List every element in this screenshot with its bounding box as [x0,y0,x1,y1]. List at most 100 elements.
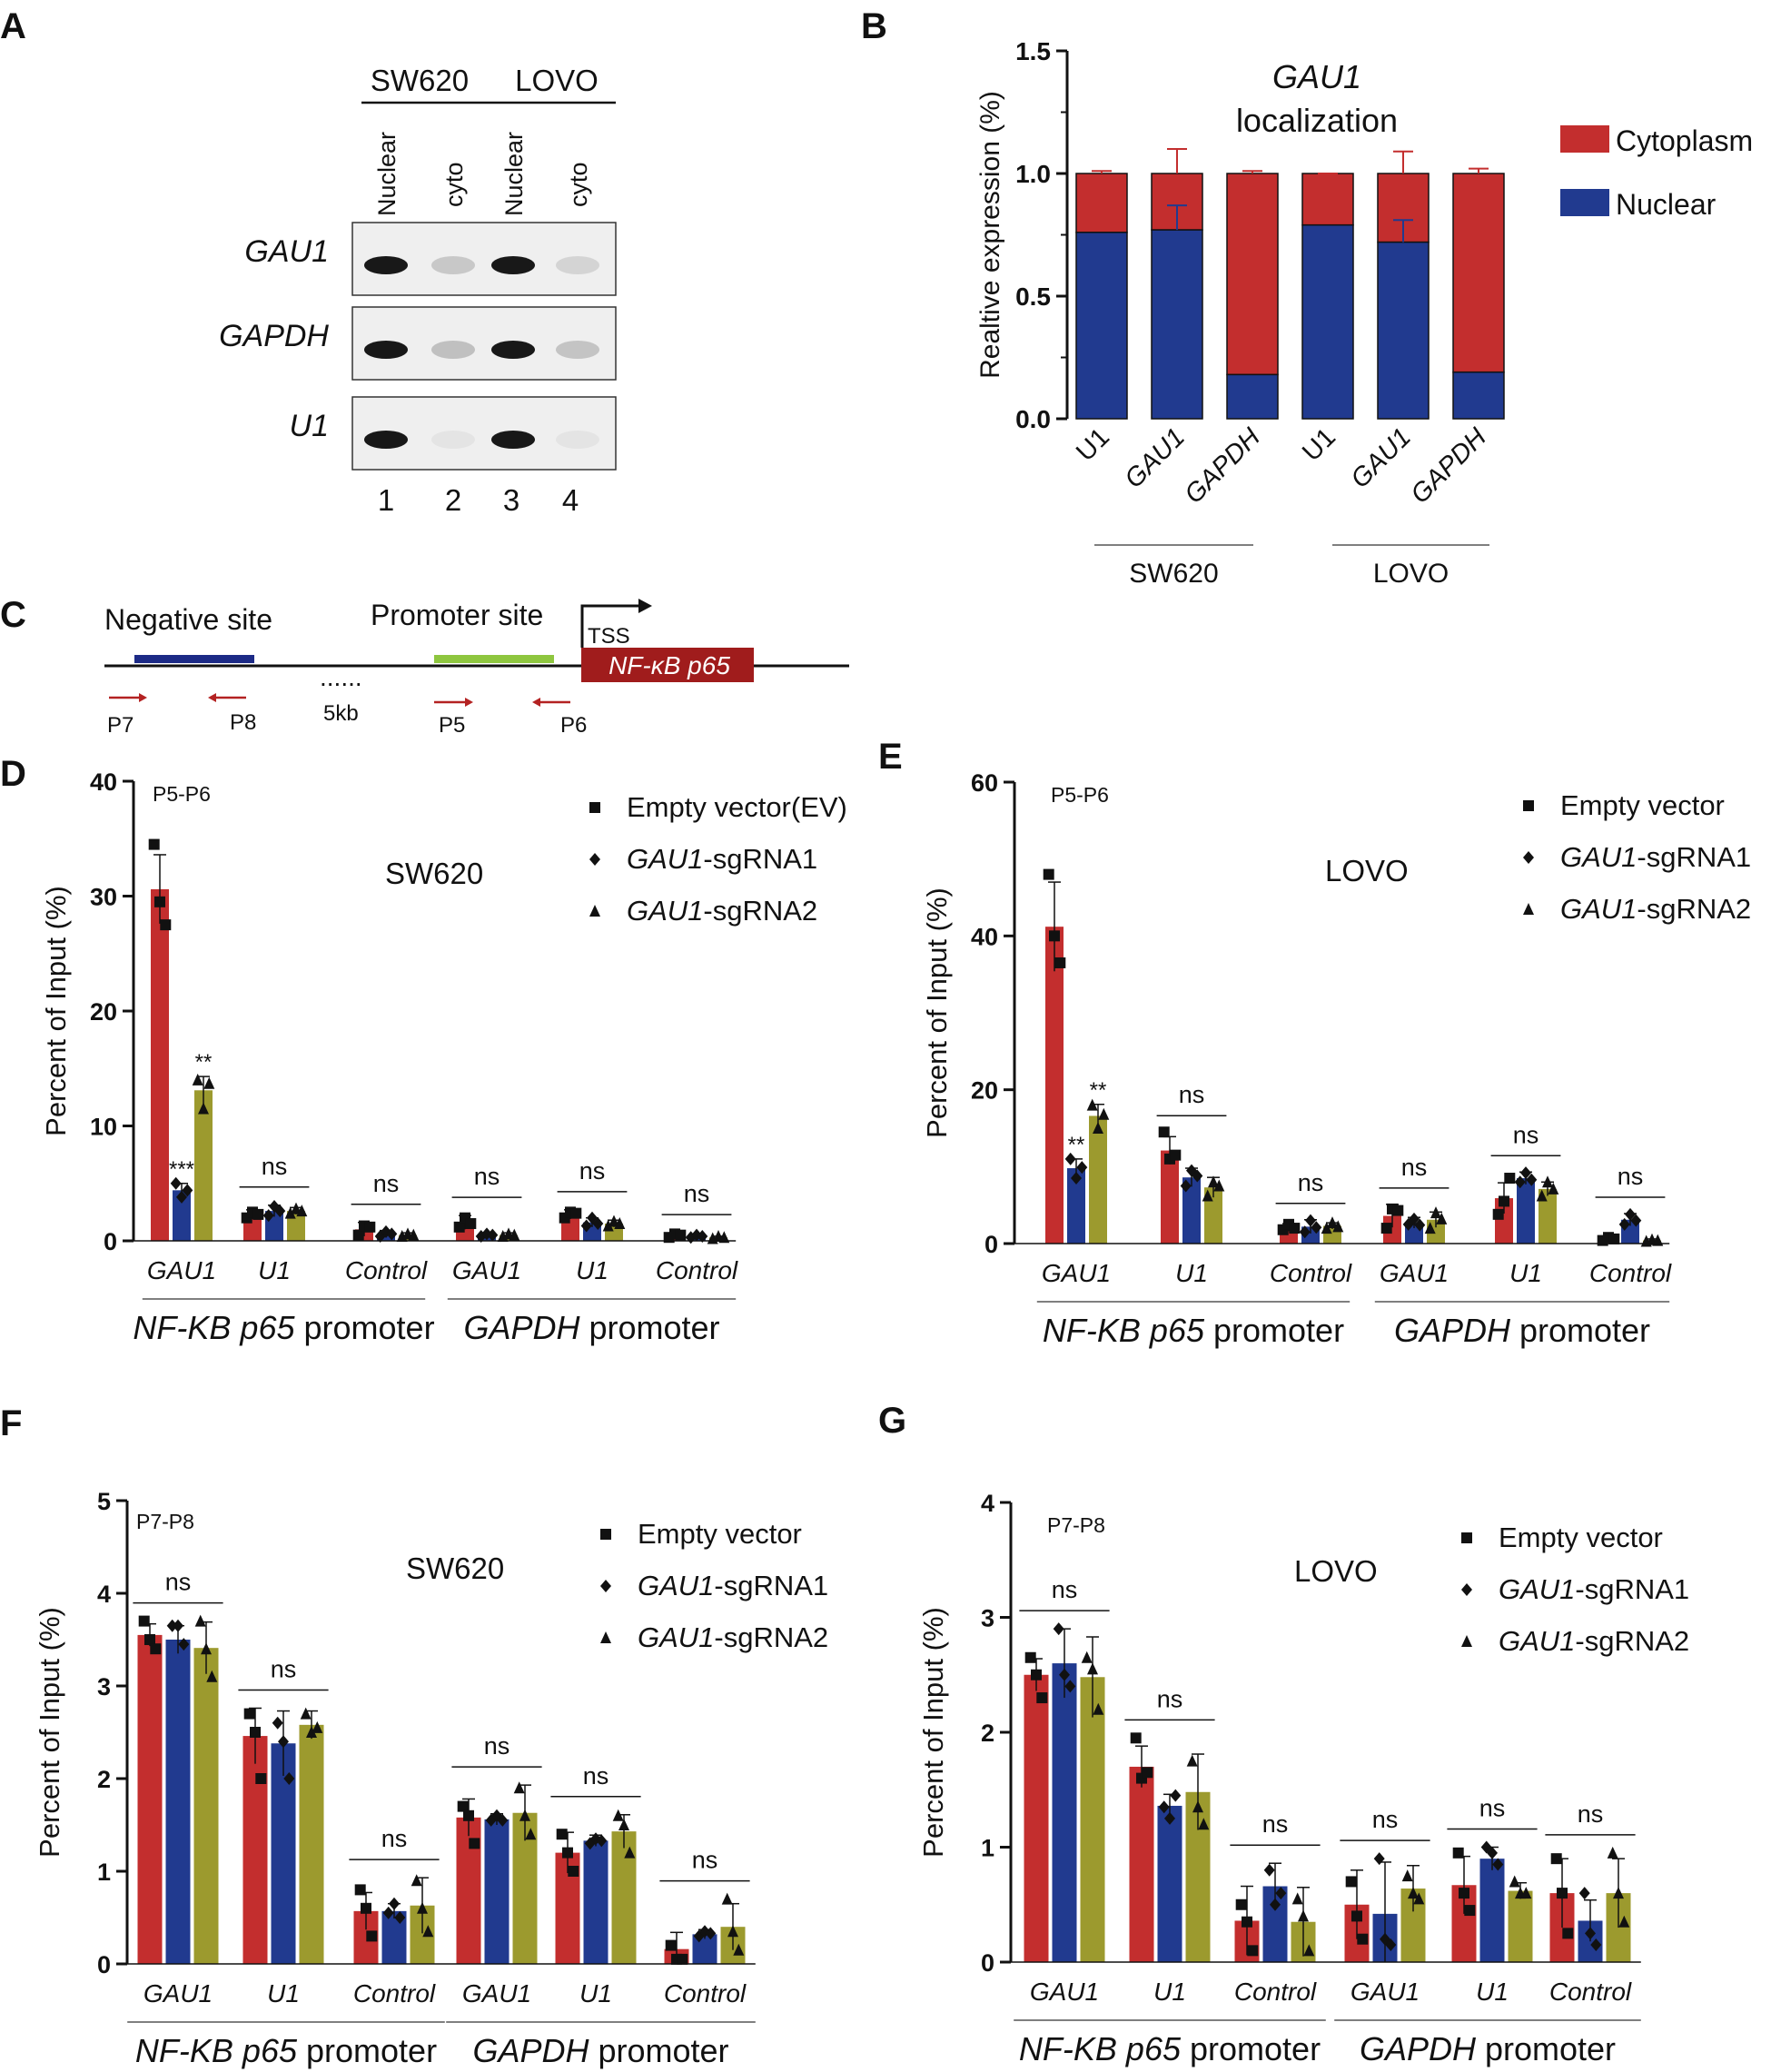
data-point [562,1847,573,1859]
x-tick-label: U1 [1476,1978,1509,2006]
bar [1052,1663,1077,1962]
data-point [1192,1169,1203,1183]
tss-arrowhead [638,599,652,613]
legend-label-main: Empty vector(EV) [627,791,847,823]
significance-label: ns [579,1157,606,1185]
data-point [1321,1222,1332,1234]
data-point [1130,1732,1142,1744]
data-point [1351,1910,1362,1922]
primer-label: P7-P8 [1047,1513,1105,1537]
bar [1161,1150,1179,1244]
data-point [1526,1173,1538,1186]
gel-lane-number: 2 [445,483,461,517]
x-tick-label: GAU1 [1345,422,1416,493]
data-point [1208,1175,1219,1188]
data-point [519,1809,530,1821]
data-point [1059,1668,1070,1681]
gel-lane-label: Nuclear [500,132,528,216]
y-tick-label: 10 [90,1114,117,1141]
data-point [1180,1179,1192,1193]
significance-label: ns [1157,1685,1183,1712]
bar [1508,1890,1533,1962]
negative-site-label: Negative site [104,603,272,636]
gel-band [556,431,599,449]
data-point [1514,1175,1526,1189]
gel-lane-number: 1 [378,483,394,517]
nfkb-gene-box [581,648,754,682]
panel-e-chart: E 0 20 40 60 Percent of Input (%) P5-P6 LOVO Emp… [878,737,1751,1349]
group-label: NF-KB p65 promoter [1043,1312,1344,1349]
data-point [1408,1887,1419,1899]
legend-label-main: GAU1 [638,1621,714,1653]
data-point [1520,1166,1531,1180]
x-tick-label: GAU1 [1119,422,1190,493]
x-tick-label: U1 [1297,422,1341,467]
legend-label-sub: -sgRNA1 [703,843,817,875]
group-label: NF-KB p65 promoter [133,1309,434,1346]
data-point [364,1221,376,1233]
group-label-gene: NF-KB p65 [133,1309,295,1346]
group-label-gene: NF-KB p65 [1043,1312,1205,1349]
data-point [1492,1208,1504,1220]
primer-p6: P6 [532,698,587,738]
data-point [1562,1928,1574,1939]
group-label: GAPDH promoter [1360,2030,1616,2067]
data-point [386,1227,398,1241]
bar [1157,1805,1182,1962]
x-tick-label: GAU1 [147,1256,216,1284]
y-tick-label: 0 [97,1951,111,1978]
data-point [1311,1221,1322,1234]
panel-b-letter: B [861,6,887,46]
cell-line-label: LOVO [1325,854,1409,887]
gel-band [491,431,535,449]
significance-label: ns [1179,1081,1205,1108]
data-point [1247,1945,1259,1957]
y-tick-label: 4 [981,1490,994,1517]
legend-label-sub: -sgRNA2 [1575,1625,1689,1657]
legend-label-sub: -sgRNA2 [703,895,817,927]
panel-c: C Negative site Promoter site NF-κB p65 … [0,595,849,738]
data-point [1064,1680,1076,1693]
bar [1080,1677,1105,1962]
data-point [453,1221,465,1233]
data-point [1373,1852,1385,1866]
data-point [1536,1189,1548,1202]
data-point [570,1207,582,1219]
panel-letter: G [878,1401,906,1441]
data-point [206,1670,218,1682]
x-tick-label: Control [1234,1978,1317,2006]
data-point [1031,1669,1042,1680]
data-point [312,1720,323,1733]
legend-marker [589,905,600,917]
legend-label: GAU1-sgRNA1 [1560,841,1751,873]
legend-label-main: GAU1 [1499,1573,1575,1605]
legend-label: GAU1-sgRNA1 [627,843,817,875]
data-point [677,1953,688,1965]
x-tick-label: GAPDH [1179,422,1266,510]
x-tick-label: U1 [579,1979,612,2008]
data-point [1436,1212,1448,1224]
data-point [596,1834,608,1848]
legend-marker [589,853,600,866]
data-point [733,1943,745,1956]
data-point [352,1229,364,1241]
gel-lane-label: cyto [440,162,468,207]
data-point [255,1773,267,1784]
data-point [366,1930,378,1942]
data-point [1630,1214,1642,1227]
group-label-text: promoter [1181,2030,1321,2067]
data-point [192,1073,203,1086]
data-point [665,1939,677,1951]
gel-row-label: U1 [290,409,329,443]
legend-label: GAU1-sgRNA2 [638,1621,828,1653]
legend-label-main: GAU1 [1499,1625,1575,1657]
data-point [1409,1212,1420,1225]
significance-label: ns [1262,1810,1289,1838]
legend-label: GAU1-sgRNA1 [638,1570,828,1601]
bar-cytoplasm [1301,173,1354,226]
panel-letter: F [0,1403,22,1443]
group-label: GAPDH promoter [463,1309,719,1346]
bar [611,1831,637,1964]
x-tick-label: GAU1 [1030,1978,1099,2006]
